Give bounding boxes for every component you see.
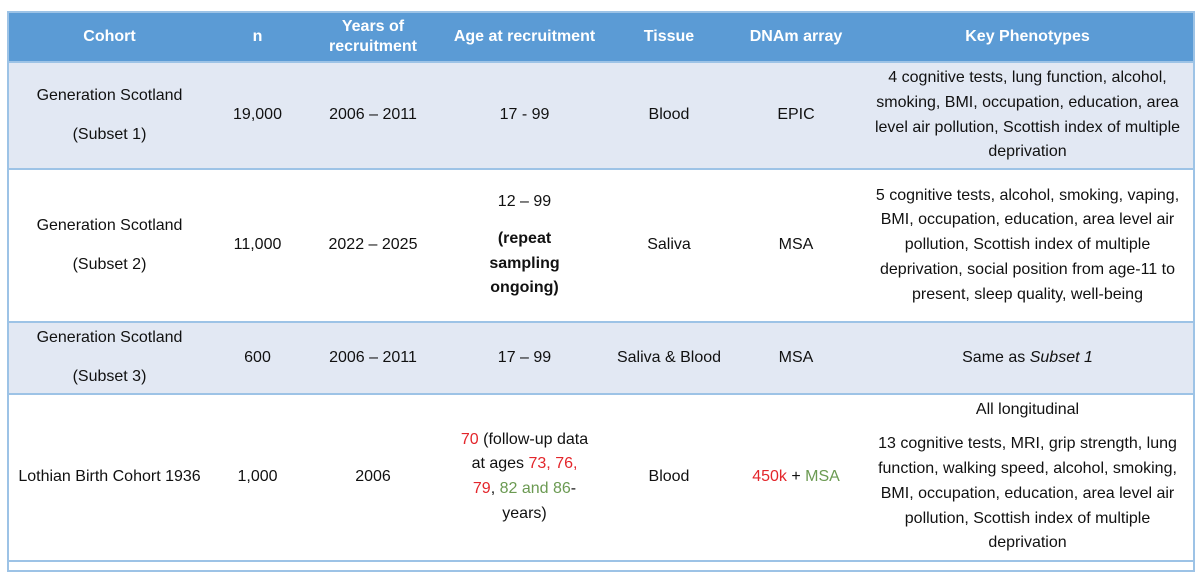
empty-cell [8, 559, 1194, 572]
cell-years: 2022 – 2025 [305, 168, 441, 324]
age-followup-green: 82 and 86 [499, 480, 571, 498]
cell-age: 70 (follow-up data at ages 73, 76, 79, 8… [441, 392, 608, 562]
cell-key-phenotypes: Same as Subset 1 [862, 321, 1194, 395]
cohort-name: Generation Scotland [36, 329, 183, 347]
cell-age: 12 – 99 (repeat sampling ongoing) [441, 168, 608, 324]
column-header-tissue: Tissue [608, 12, 730, 63]
cell-cohort: Lothian Birth Cohort 1936 [8, 392, 210, 562]
table-row-generation-scotland-subset1: Generation Scotland (Subset 1) 19,000 20… [8, 60, 1194, 171]
cell-key-phenotypes: 4 cognitive tests, lung function, alcoho… [862, 60, 1194, 171]
column-header-dnam-array: DNAm array [730, 12, 862, 63]
table-row-generation-scotland-subset3: Generation Scotland (Subset 3) 600 2006 … [8, 321, 1194, 395]
cell-dnam-array: MSA [730, 168, 862, 324]
cell-cohort: Generation Scotland (Subset 2) [8, 168, 210, 324]
cell-age: 17 - 99 [441, 60, 608, 171]
table-header: Cohort n Years of recruitment Age at rec… [8, 12, 1194, 63]
age-separator: , [490, 480, 500, 498]
cell-tissue: Saliva & Blood [608, 321, 730, 395]
cohort-name: Generation Scotland [36, 216, 183, 234]
header-row: Cohort n Years of recruitment Age at rec… [8, 12, 1194, 63]
column-header-key-phenotypes: Key Phenotypes [862, 12, 1194, 63]
cell-n: 11,000 [210, 168, 305, 324]
cell-n: 19,000 [210, 60, 305, 171]
phenotypes-text: Same as [962, 348, 1030, 366]
cell-tissue: Blood [608, 60, 730, 171]
age-text: (follow-up data at ages [471, 430, 589, 473]
phenotypes-paragraph-1: All longitudinal [975, 401, 1080, 419]
phenotypes-italic-reference: Subset 1 [1029, 348, 1093, 366]
table-row-empty [8, 559, 1194, 572]
cohort-subset: (Subset 2) [72, 255, 147, 273]
table-row-generation-scotland-subset2: Generation Scotland (Subset 2) 11,000 20… [8, 168, 1194, 324]
age-note: (repeat sampling ongoing) [489, 229, 560, 297]
cell-n: 1,000 [210, 392, 305, 562]
age-text-suffix: -years) [502, 480, 577, 523]
cell-dnam-array: MSA [730, 321, 862, 395]
cell-years: 2006 [305, 392, 441, 562]
cell-years: 2006 – 2011 [305, 60, 441, 171]
cell-cohort: Generation Scotland (Subset 1) [8, 60, 210, 171]
column-header-age: Age at recruitment [441, 12, 608, 63]
age-range: 12 – 99 [497, 193, 552, 211]
column-header-years: Years of recruitment [305, 12, 441, 63]
cell-key-phenotypes: All longitudinal 13 cognitive tests, MRI… [862, 392, 1194, 562]
cohort-name: Lothian Birth Cohort 1936 [18, 467, 201, 485]
cell-age: 17 – 99 [441, 321, 608, 395]
cell-tissue: Saliva [608, 168, 730, 324]
column-header-cohort: Cohort [8, 12, 210, 63]
column-header-n: n [210, 12, 305, 63]
cell-dnam-array: 450k + MSA [730, 392, 862, 562]
cell-years: 2006 – 2011 [305, 321, 441, 395]
cohort-subset: (Subset 1) [72, 125, 147, 143]
cell-cohort: Generation Scotland (Subset 3) [8, 321, 210, 395]
cell-dnam-array: EPIC [730, 60, 862, 171]
dnam-plus: + [786, 467, 806, 485]
cohort-table: Cohort n Years of recruitment Age at rec… [7, 11, 1195, 572]
cell-n: 600 [210, 321, 305, 395]
cohort-subset: (Subset 3) [72, 367, 147, 385]
dnam-450k-red: 450k [752, 467, 787, 485]
age-baseline-red: 70 [460, 430, 479, 448]
cell-key-phenotypes: 5 cognitive tests, alcohol, smoking, vap… [862, 168, 1194, 324]
dnam-msa-green: MSA [805, 467, 840, 485]
table-row-lothian-birth-cohort-1936: Lothian Birth Cohort 1936 1,000 2006 70 … [8, 392, 1194, 562]
cohort-name: Generation Scotland [36, 86, 183, 104]
cell-tissue: Blood [608, 392, 730, 562]
phenotypes-paragraph-2: 13 cognitive tests, MRI, grip strength, … [878, 435, 1177, 552]
age-followup-text: 70 (follow-up data at ages 73, 76, 79, 8… [459, 428, 591, 527]
age-followup-red: 73, 76, 79 [472, 455, 578, 498]
